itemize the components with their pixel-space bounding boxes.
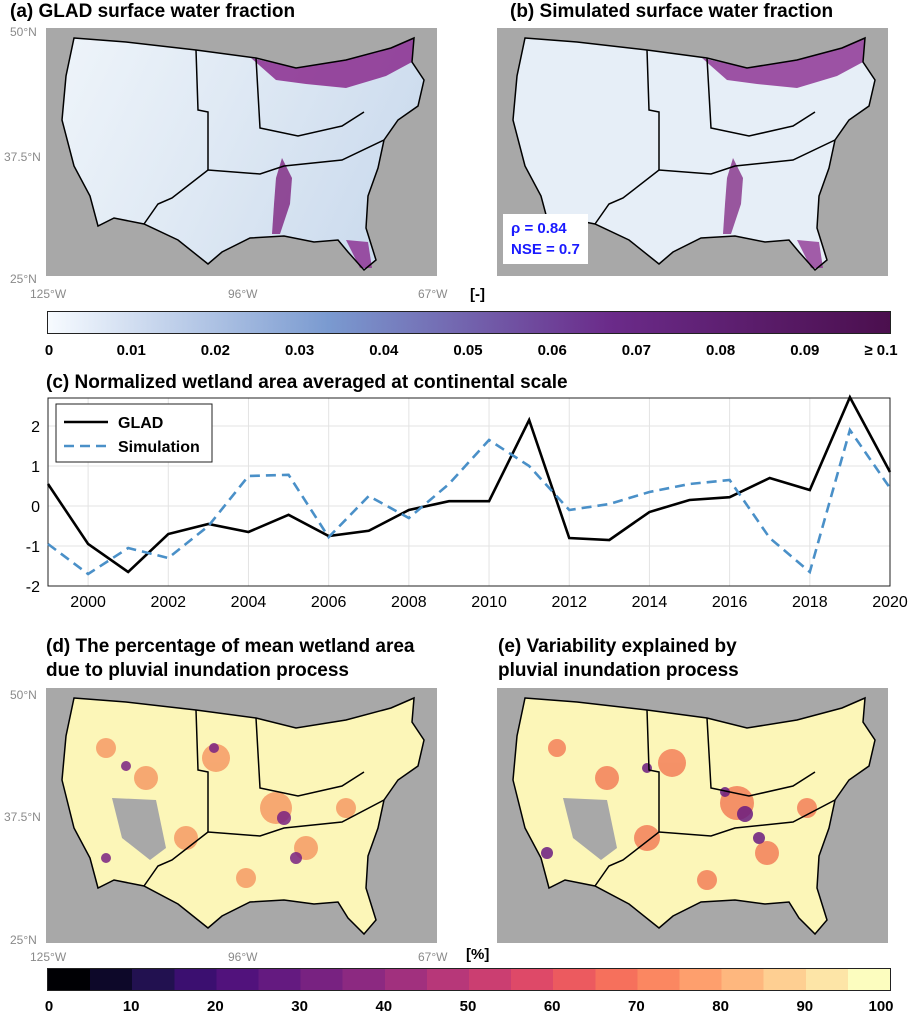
purple-mississippi	[723, 158, 743, 234]
panel-a-lat-37: 37.5°N	[4, 150, 41, 164]
panel-b-title: (b) Simulated surface water fraction	[510, 1, 834, 22]
y-tick-label: -1	[26, 539, 40, 556]
purple-mississippi	[272, 158, 292, 234]
y-tick-label: 1	[31, 459, 40, 476]
y-tick-label: -2	[26, 579, 40, 596]
legend-label-glad: GLAD	[118, 415, 163, 432]
panel-a-conus	[61, 36, 425, 272]
legend-label-simulation: Simulation	[118, 439, 200, 456]
x-tick-label: 2020	[872, 594, 908, 611]
panel-a-title: (a) GLAD surface water fraction	[10, 1, 296, 22]
x-tick-label: 2008	[391, 594, 427, 611]
x-tick-label: 2000	[70, 594, 106, 611]
x-tick-label: 2006	[311, 594, 347, 611]
stats-box: ρ = 0.84 NSE = 0.7	[503, 214, 588, 264]
colorbar-bottom-unit: [%]	[466, 946, 490, 963]
panel-d-lon-125: 125°W	[30, 950, 67, 964]
panel-a-lat-25: 25°N	[10, 272, 37, 286]
purple-gulf	[346, 240, 372, 268]
y-tick-label: 0	[31, 499, 40, 516]
colorbar-tick-label: 0	[44, 342, 54, 359]
colorbar-tick-label: 0.03	[284, 342, 315, 359]
colorbar-bottom	[47, 968, 891, 991]
x-tick-label: 2016	[712, 594, 748, 611]
legend-box	[55, 403, 213, 463]
panel-a-lon-125: 125°W	[30, 287, 67, 301]
colorbar-tick-label: 0.07	[621, 342, 651, 359]
colorbar-tick-label: 0.05	[453, 342, 483, 359]
panel-e-title-1: (e) Variability explained by	[498, 636, 737, 657]
panel-c-title: (c) Normalized wetland area averaged at …	[46, 372, 568, 393]
colorbar-top	[47, 311, 891, 334]
purple-gulf	[797, 240, 823, 268]
colorbar-tick-label: 40	[375, 998, 393, 1015]
colorbar-tick-label: 0.08	[705, 342, 736, 359]
colorbar-tick-label: 50	[459, 998, 477, 1015]
purple-north	[702, 38, 865, 88]
colorbar-top-unit: [-]	[470, 286, 485, 303]
colorbar-tick-label: 10	[122, 998, 140, 1015]
colorbar-tick-label: 0.09	[790, 342, 820, 359]
panel-d-lon-96: 96°W	[228, 950, 258, 964]
panel-d-lat-25: 25°N	[10, 933, 37, 947]
x-tick-label: 2004	[231, 594, 267, 611]
y-tick-label: 2	[31, 419, 40, 436]
panel-d-title-2: due to pluvial inundation process	[46, 660, 349, 681]
plot-frame	[47, 397, 891, 587]
stats-rho: ρ = 0.84	[511, 220, 567, 237]
x-tick-label: 2002	[150, 594, 186, 611]
series-line-glad	[46, 394, 892, 574]
colorbar-tick-label: 30	[291, 998, 308, 1015]
colorbar-tick-label: 0	[44, 998, 54, 1015]
panel-e-title-2: pluvial inundation process	[498, 660, 739, 681]
panel-e-map	[497, 688, 888, 943]
colorbar-tick-label: 90	[796, 998, 814, 1015]
gray-mask	[112, 798, 166, 860]
x-tick-label: 2014	[632, 594, 668, 611]
colorbar-tick-label: 0.02	[200, 342, 230, 359]
colorbar-tick-label: ≥ 0.1	[864, 342, 898, 359]
panel-d-conus	[61, 696, 425, 936]
x-tick-label: 2012	[551, 594, 587, 611]
panel-e-conus	[512, 696, 876, 936]
colorbar-tick-label: 80	[712, 998, 729, 1015]
panel-a-lon-96: 96°W	[228, 287, 258, 301]
panel-b-conus	[512, 36, 876, 272]
stats-nse: NSE = 0.7	[511, 241, 580, 258]
x-tick-label: 2010	[471, 594, 507, 611]
colorbar-tick-label: 70	[628, 998, 645, 1015]
panel-d-title-1: (d) The percentage of mean wetland area	[46, 636, 415, 657]
panel-a-lat-50: 50°N	[10, 25, 37, 39]
series-line-simulation	[47, 426, 892, 576]
x-tick-label: 2018	[792, 594, 828, 611]
colorbar-tick-label: 0.06	[537, 342, 567, 359]
colorbar-tick-label: 100	[868, 998, 894, 1015]
purple-north	[251, 38, 414, 88]
panel-d-lon-67: 67°W	[418, 950, 448, 964]
colorbar-tick-label: 0.04	[369, 342, 399, 359]
panel-a-lon-67: 67°W	[418, 287, 448, 301]
line-chart: 2000 2002 2004 2006 2008 2010 2012 2014 2016 2018…	[26, 394, 908, 611]
colorbar-tick-label: 0.01	[116, 342, 146, 359]
colorbar-tick-label: 20	[207, 998, 224, 1015]
panel-d-map	[46, 688, 437, 943]
gray-mask	[563, 798, 617, 860]
panel-a-map	[46, 28, 437, 276]
panel-d-lat-50: 50°N	[10, 688, 37, 702]
colorbar-tick-label: 60	[543, 998, 561, 1015]
panel-d-lat-37: 37.5°N	[4, 810, 41, 824]
